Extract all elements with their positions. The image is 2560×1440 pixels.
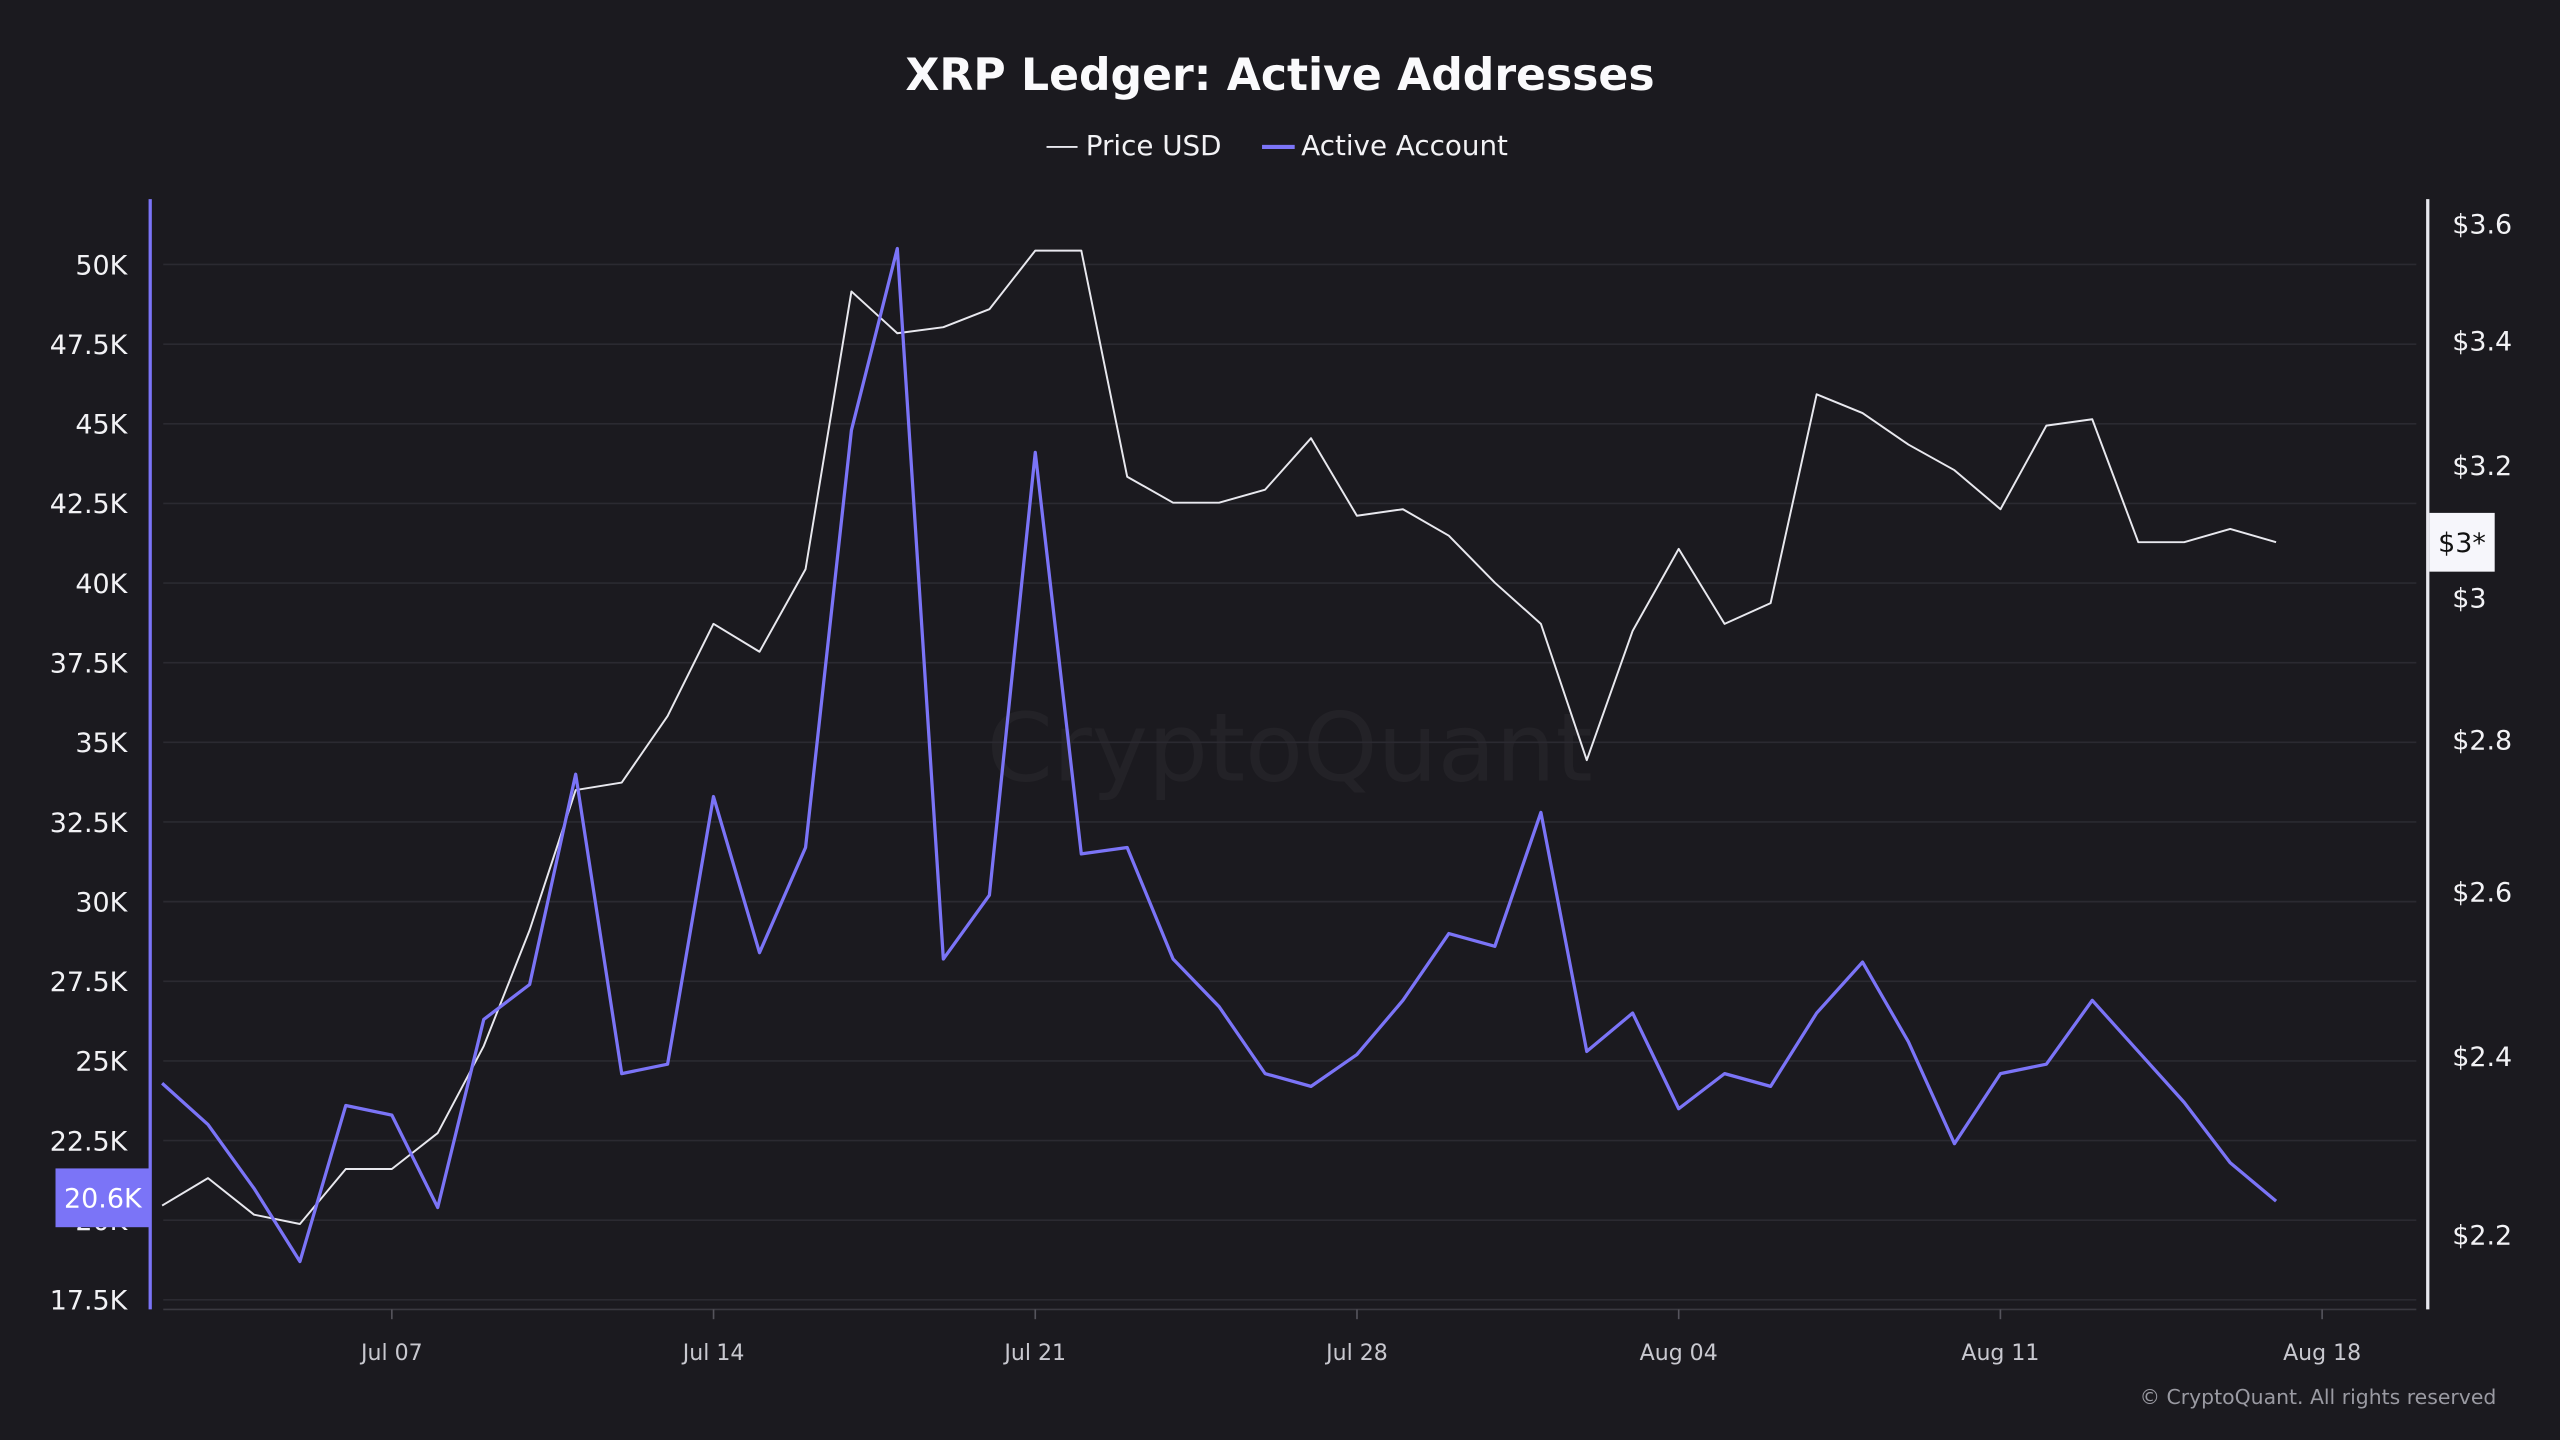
legend-label-active: Active Account — [1301, 129, 1508, 162]
x-tick-label: Aug 18 — [2283, 1341, 2361, 1366]
x-tick-label: Aug 04 — [1640, 1341, 1718, 1366]
series-line-price-usd[interactable] — [161, 249, 2277, 1225]
last-value-badge-left — [55, 1168, 151, 1228]
y-left-tick-label: 35K — [75, 728, 128, 759]
series-line-active-account[interactable] — [161, 246, 2278, 1264]
y-right-tick-label: $2.2 — [2452, 1221, 2512, 1252]
x-axis: Jul 07 Jul 14 Jul 21 Jul 28 Aug 04 Aug 11 Aug … — [163, 1308, 2417, 1366]
y-right-tick-label: $3.6 — [2452, 209, 2512, 240]
chart-title: XRP Ledger: Active Addresses — [905, 50, 1654, 101]
y-axis-right: $2.2 $2.4 $2.6 $2.8 $3 $3.2 $3.4 $3.6 — [2426, 199, 2512, 1310]
y-left-tick-label: 27.5K — [50, 967, 129, 998]
y-axis-left: 17.5K20K22.5K25K27.5K30K32.5K35K37.5K40K… — [50, 199, 152, 1317]
y-right-tick-label: $3 — [2452, 584, 2486, 615]
y-left-tick-label: 47.5K — [50, 330, 129, 361]
y-right-tick-label: $2.6 — [2452, 878, 2512, 909]
legend-item-active[interactable]: Active Account — [1262, 129, 1508, 162]
x-tick-label: Jul 07 — [359, 1341, 423, 1366]
legend-label-price: Price USD — [1086, 129, 1222, 162]
y-left-tick-label: 17.5K — [50, 1286, 129, 1317]
y-left-tick-label: 42.5K — [50, 489, 129, 520]
legend: Price USD Active Account — [1046, 129, 1508, 162]
last-value-label-left: 20.6K — [64, 1184, 143, 1215]
series-lines — [161, 246, 2278, 1264]
y-left-tick-label: 40K — [75, 569, 128, 600]
y-right-tick-label: $2.8 — [2452, 725, 2512, 756]
last-value-labels: 20.6K $3* — [55, 512, 2495, 1228]
last-value-label-right: $3* — [2438, 528, 2486, 559]
y-left-tick-label: 30K — [75, 887, 128, 918]
last-value-badge-right — [2429, 512, 2495, 572]
x-tick-label: Jul 21 — [1002, 1341, 1066, 1366]
y-left-tick-label: 37.5K — [50, 648, 129, 679]
y-right-tick-label: $2.4 — [2452, 1042, 2512, 1073]
y-left-tick-label: 45K — [75, 410, 128, 441]
legend-item-price[interactable]: Price USD — [1046, 129, 1222, 162]
x-tick-label: Jul 14 — [681, 1341, 745, 1366]
y-right-tick-label: $3.2 — [2452, 451, 2512, 482]
footer-copyright: © CryptoQuant. All rights reserved — [2140, 1385, 2497, 1409]
y-left-tick-label: 32.5K — [50, 808, 129, 839]
y-left-tick-label: 22.5K — [50, 1126, 129, 1157]
x-tick-label: Aug 11 — [1961, 1341, 2039, 1366]
x-tick-label: Jul 28 — [1324, 1341, 1388, 1366]
y-left-tick-label: 50K — [75, 250, 128, 281]
grid — [163, 263, 2417, 1301]
y-left-tick-label: 25K — [75, 1047, 128, 1078]
watermark: CryptoQuant — [987, 693, 1593, 803]
y-right-tick-label: $3.4 — [2452, 327, 2512, 358]
